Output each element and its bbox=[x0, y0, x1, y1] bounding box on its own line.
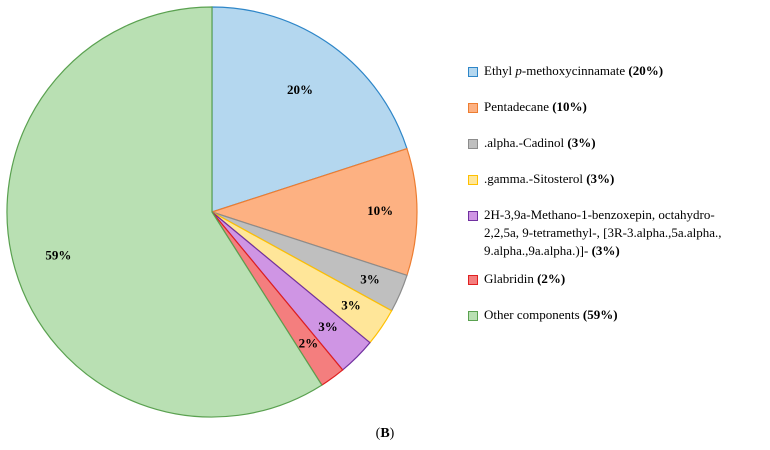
legend-item-gamma-sitosterol: .gamma.-Sitosterol (3%) bbox=[468, 170, 758, 188]
legend-item-alpha-cadinol: .alpha.-Cadinol (3%) bbox=[468, 134, 758, 152]
legend-label: 2H-3,9a-Methano-1-benzoxepin, octahydro-… bbox=[484, 207, 722, 258]
pie-slice bbox=[211, 6, 408, 213]
legend-item-glabridin: Glabridin (2%) bbox=[468, 270, 758, 288]
legend-swatch bbox=[468, 175, 478, 185]
legend: Ethyl p-methoxycinnamate (20%) Pentadeca… bbox=[468, 62, 758, 342]
legend-swatch bbox=[468, 311, 478, 321]
legend-item-other-components: Other components (59%) bbox=[468, 306, 758, 324]
legend-item-pentadecane: Pentadecane (10%) bbox=[468, 98, 758, 116]
legend-item-benzoxepin: 2H-3,9a-Methano-1-benzoxepin, octahydro-… bbox=[468, 206, 758, 260]
legend-label: Other components (59%) bbox=[484, 307, 618, 322]
legend-label: Pentadecane (10%) bbox=[484, 99, 587, 114]
slice-data-label: 3% bbox=[360, 271, 380, 286]
legend-label: Glabridin (2%) bbox=[484, 271, 566, 286]
slice-data-label: 20% bbox=[287, 82, 313, 97]
legend-swatch bbox=[468, 139, 478, 149]
legend-swatch bbox=[468, 211, 478, 221]
pie-slice bbox=[6, 6, 323, 418]
legend-swatch bbox=[468, 103, 478, 113]
legend-label: .alpha.-Cadinol (3%) bbox=[484, 135, 596, 150]
slice-data-label: 3% bbox=[318, 319, 338, 334]
pie-slice bbox=[210, 147, 418, 277]
legend-swatch bbox=[468, 67, 478, 77]
slice-data-label: 59% bbox=[45, 248, 71, 263]
legend-item-ethyl-p-methoxycinnamate: Ethyl p-methoxycinnamate (20%) bbox=[468, 62, 758, 80]
legend-swatch bbox=[468, 275, 478, 285]
slice-data-label: 2% bbox=[299, 336, 319, 351]
slice-data-label: 10% bbox=[367, 203, 393, 218]
figure-caption: (B) bbox=[375, 426, 395, 441]
slice-data-label: 3% bbox=[341, 297, 361, 312]
legend-label: Ethyl p-methoxycinnamate (20%) bbox=[484, 63, 664, 78]
legend-label: .gamma.-Sitosterol (3%) bbox=[484, 171, 615, 186]
